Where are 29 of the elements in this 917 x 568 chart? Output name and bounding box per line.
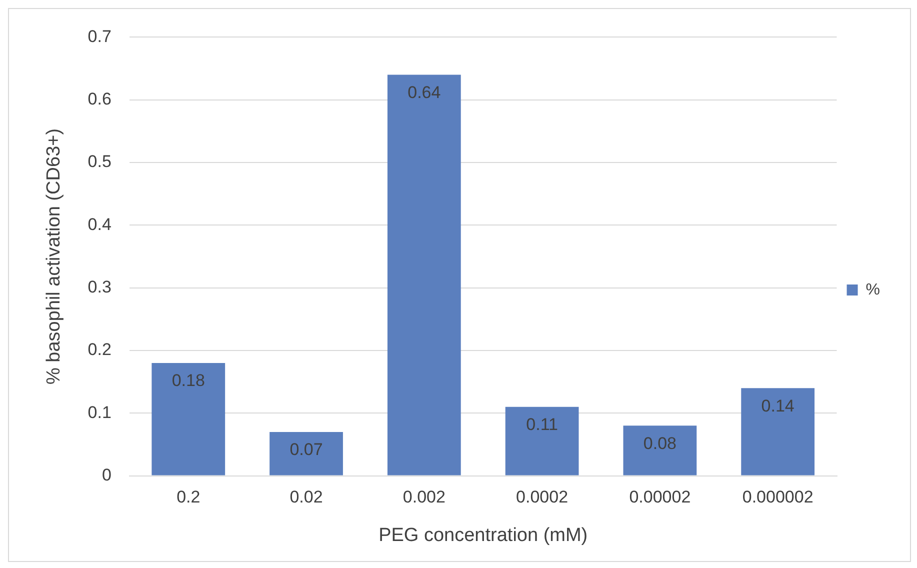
- data-label: 0.08: [643, 434, 676, 453]
- y-tick-label: 0.4: [88, 214, 112, 234]
- y-tick-label: 0.1: [88, 402, 112, 422]
- legend-label: %: [866, 281, 880, 298]
- y-tick-label: 0.5: [88, 152, 112, 172]
- y-tick-label: 0.3: [88, 278, 112, 297]
- x-tick-label: 0.00002: [629, 488, 691, 507]
- y-tick-label: 0.7: [88, 26, 112, 46]
- y-tick-label: 0.6: [88, 90, 112, 109]
- y-tick-label: 0: [102, 465, 112, 484]
- data-label: 0.11: [526, 415, 558, 434]
- bar: [505, 406, 579, 476]
- bar: [152, 363, 226, 476]
- data-label: 0.64: [408, 82, 441, 102]
- x-tick-label: 0.2: [176, 488, 200, 507]
- x-tick-label: 0.002: [402, 488, 446, 507]
- data-label: 0.18: [172, 371, 205, 390]
- bar: [741, 388, 815, 476]
- y-tick-label: 0.2: [88, 340, 112, 360]
- bar: [270, 432, 343, 476]
- bar: [623, 426, 697, 476]
- x-tick-label: 0.02: [290, 488, 323, 507]
- x-axis-title: PEG concentration (mM): [378, 524, 588, 546]
- data-label: 0.07: [290, 440, 323, 460]
- y-axis-title: % basophil activation (CD63+): [44, 128, 65, 385]
- x-tick-label: 0.0002: [516, 488, 568, 507]
- bar: [387, 74, 461, 476]
- x-tick-label: 0.000002: [742, 488, 814, 507]
- data-label: 0.14: [761, 396, 794, 416]
